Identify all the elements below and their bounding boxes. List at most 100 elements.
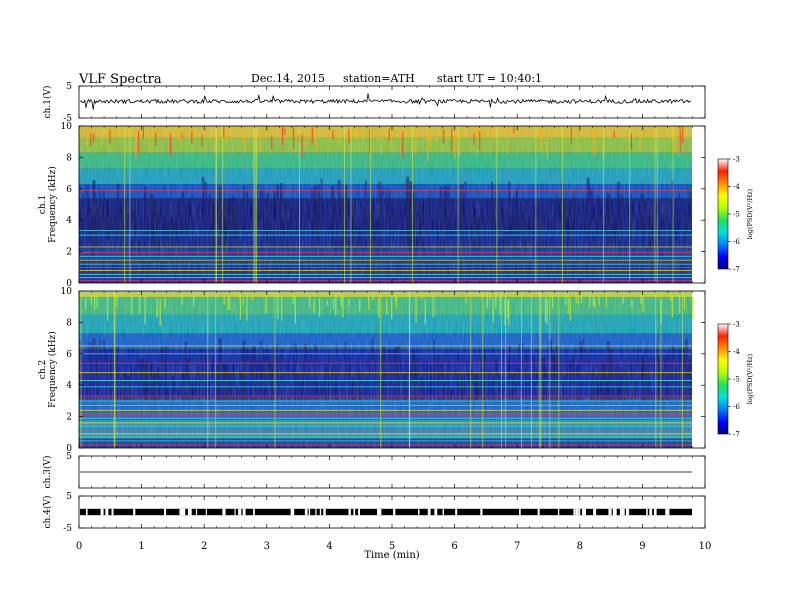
x-tick-label: 3	[264, 541, 270, 552]
ch4-waveform-pulse-gap	[573, 508, 575, 516]
ch1-spectrogram-y-tick-label: 10	[61, 122, 73, 132]
ch4-waveform-pulse-gap	[315, 508, 317, 516]
station-label: station=ATH	[343, 72, 415, 85]
ch2-spectrogram-y-tick-label: 6	[66, 350, 72, 360]
ch4-waveform-pulse-gap	[627, 508, 630, 516]
x-tick-label: 10	[699, 541, 712, 552]
ch4-waveform-pulse-gap	[179, 508, 184, 516]
ch2-spectrogram-y-tick-label: 4	[66, 381, 72, 391]
ch4-waveform-pulse-gap	[222, 508, 226, 516]
ch1-waveform-y-tick-label: 5	[66, 82, 72, 92]
ch4-waveform-pulse-gap	[111, 508, 114, 516]
ch3-waveform-y-axis-label: ch.3(V)	[42, 456, 53, 489]
ch1-waveform-y-axis-label: ch.1(V)	[42, 86, 53, 119]
date-label: Dec.14, 2015	[251, 72, 325, 85]
ch4-waveform-pulse-gap	[243, 508, 246, 516]
ch4-waveform-pulse-gap	[377, 508, 380, 516]
ch4-waveform-pulse-gap	[653, 508, 657, 516]
ch4-waveform-pulse-gap	[253, 508, 255, 516]
ch1-spectrogram-y-tick-label: 0	[66, 279, 72, 289]
ch2-spectrogram-y-tick-label: 8	[66, 318, 72, 328]
ch4-waveform-pulse-gap	[290, 508, 294, 516]
x-axis-label: Time (min)	[364, 550, 419, 561]
ch4-waveform-y-tick-label: 5	[66, 492, 72, 502]
ch4-waveform-pulse-gap	[578, 508, 581, 516]
ch2-spectrogram-hot-streak	[692, 296, 694, 319]
ch4-waveform-pulse-gap	[480, 508, 483, 516]
ch1-spectrogram-y-axis-label: Frequency (kHz)	[47, 166, 58, 243]
ch4-waveform-pulse-gap	[666, 508, 670, 516]
ch4-waveform-pulse-gap	[205, 508, 207, 516]
ch3-waveform-y-tick-label: 5	[66, 452, 72, 462]
ch4-waveform-pulse-gap	[348, 508, 351, 516]
x-tick-label: 4	[326, 541, 332, 552]
ch4-waveform-pulse-gap	[625, 508, 629, 516]
x-tick-label: 2	[201, 541, 207, 552]
ch4-waveform-pulse-gap	[593, 508, 596, 516]
ch2-spectrogram-colorbar-tick-label: -7	[733, 431, 740, 439]
x-tick-label: 0	[76, 541, 82, 552]
ch2-spectrogram-speckle	[79, 291, 692, 448]
ch4-waveform-pulse-gap	[427, 508, 431, 516]
x-tick-label: 9	[639, 541, 645, 552]
ch4-waveform-y-axis-label: ch.4(V)	[42, 496, 53, 529]
ch1-spectrogram-colorbar-tick-label: -4	[733, 183, 740, 191]
ch4-waveform-pulse-gap	[304, 508, 308, 516]
ch4-waveform-pulse-gap	[100, 508, 104, 516]
ch2-spectrogram-y-axis-label: Frequency (kHz)	[47, 331, 58, 408]
ch2-spectrogram-colorbar-tick-label: -5	[733, 376, 740, 384]
ch4-waveform-pulse-gap	[434, 508, 438, 516]
ch4-waveform-pulse-gap	[105, 508, 109, 516]
ch4-waveform-pulse-gap	[621, 508, 625, 516]
ch2-spectrogram-colorbar-tick-label: -6	[733, 403, 740, 411]
ch4-waveform-pulse-gap	[646, 508, 648, 516]
ch1-spectrogram-y-axis-label: ch.1	[38, 195, 48, 214]
ch4-waveform-pulse-gap	[238, 508, 242, 516]
x-tick-label: 7	[514, 541, 520, 552]
x-tick-label: 5	[389, 541, 395, 552]
ch4-waveform-pulse-gap	[582, 508, 586, 516]
ch4-waveform-pulse-gap	[358, 508, 360, 516]
ch4-waveform-pulse-gap	[557, 508, 560, 516]
ch1-waveform-y-tick-label: -5	[63, 114, 72, 124]
ch4-waveform-signal-trace	[80, 508, 692, 516]
ch4-waveform-pulse-gap	[86, 508, 88, 516]
ch1-spectrogram-colorbar-label: log(PSD(V²/Hz)	[746, 188, 754, 239]
ch1-spectrogram-y-tick-label: 4	[66, 216, 72, 226]
ch4-waveform-pulse-gap	[455, 508, 458, 516]
x-tick-label: 1	[138, 541, 144, 552]
start-time-label: start UT = 10:40:1	[437, 72, 543, 85]
ch1-spectrogram-colorbar	[717, 158, 729, 270]
ch4-waveform-pulse-gap	[164, 508, 167, 516]
x-tick-label: 6	[451, 541, 457, 552]
ch2-spectrogram-y-tick-label: 10	[61, 287, 73, 297]
ch4-waveform-pulse-gap	[182, 508, 186, 516]
ch1-spectrogram-colorbar-tick-label: -3	[733, 156, 740, 164]
x-tick-label: 8	[577, 541, 583, 552]
ch4-waveform-pulse-gap	[195, 508, 198, 516]
ch4-waveform-y-tick-label: -5	[63, 524, 72, 534]
ch1-spectrogram-y-tick-label: 8	[66, 153, 72, 163]
ch4-waveform-pulse-gap	[393, 508, 396, 516]
ch1-spectrogram-colorbar-tick-label: -6	[733, 238, 740, 246]
ch2-spectrogram-colorbar-label: log(PSD(V²/Hz)	[746, 353, 754, 404]
ch4-waveform-pulse-gap	[519, 508, 521, 516]
ch4-waveform-pulse-gap	[608, 508, 612, 516]
ch4-waveform-pulse-gap	[612, 508, 617, 516]
ch4-waveform-pulse-gap	[649, 508, 653, 516]
ch2-spectrogram-colorbar-tick-label: -3	[733, 321, 740, 329]
chart-title: VLF Spectra	[79, 72, 162, 87]
ch4-waveform-pulse-gap	[133, 508, 136, 516]
ch1-spectrogram-y-tick-label: 6	[66, 185, 72, 195]
ch4-waveform-pulse-gap	[378, 508, 382, 516]
ch4-waveform-pulse-gap	[234, 508, 236, 516]
ch4-waveform-pulse-gap	[665, 508, 668, 516]
ch4-waveform-pulse-gap	[575, 508, 579, 516]
ch2-spectrogram-y-tick-label: 0	[66, 444, 72, 454]
ch2-spectrogram-colorbar-tick-label: -4	[733, 348, 740, 356]
ch2-spectrogram-y-axis-label: ch.2	[38, 360, 48, 379]
ch1-waveform-signal-trace	[79, 93, 692, 110]
ch4-waveform-pulse-gap	[308, 508, 311, 516]
ch4-waveform-pulse-gap	[319, 508, 322, 516]
